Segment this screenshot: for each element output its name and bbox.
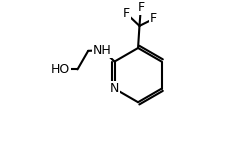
Text: F: F xyxy=(137,1,144,14)
Text: HO: HO xyxy=(51,63,70,76)
Text: NH: NH xyxy=(93,44,112,57)
Text: F: F xyxy=(123,7,130,20)
Text: F: F xyxy=(150,12,157,25)
Text: N: N xyxy=(110,82,119,95)
